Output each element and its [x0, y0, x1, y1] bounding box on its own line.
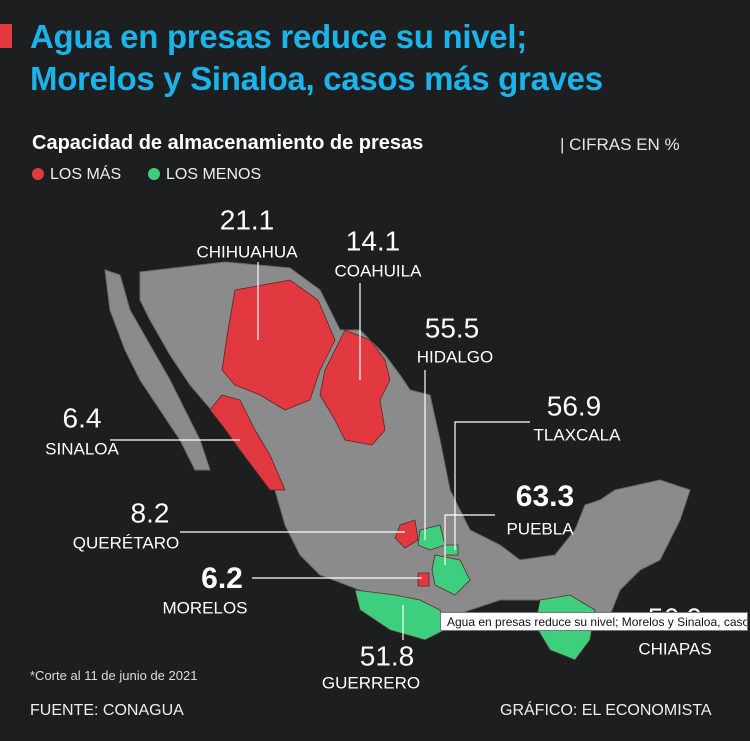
accent-bar	[0, 24, 12, 48]
state-shape	[417, 572, 430, 587]
state-shape	[431, 554, 471, 596]
state-name: CHIAPAS	[638, 639, 711, 658]
legend-dot	[148, 168, 160, 180]
legend-label: LOS MENOS	[166, 166, 262, 183]
state-value: 55.5	[425, 312, 480, 343]
state-name: GUERRERO	[322, 673, 420, 692]
state-name: CHIHUAHUA	[196, 242, 298, 261]
source: FUENTE: CONAGUA	[30, 702, 184, 719]
state-value: 63.3	[516, 480, 574, 513]
credit: GRÁFICO: EL ECONOMISTA	[500, 702, 712, 719]
legend-label: LOS MÁS	[50, 166, 122, 183]
state-name: QUERÉTARO	[73, 533, 179, 552]
footnote: *Corte al 11 de junio de 2021	[30, 668, 198, 683]
state-shape	[394, 519, 419, 549]
subtitle: Capacidad de almacenamiento de presas	[32, 132, 424, 154]
title: Morelos y Sinaloa, casos más graves	[30, 60, 603, 97]
leader-line	[444, 514, 495, 565]
title: Agua en presas reduce su nivel;	[30, 18, 527, 55]
state-value: 21.1	[220, 204, 275, 235]
baja-california	[104, 269, 211, 471]
state-value: 8.2	[131, 497, 170, 528]
legend-item: LOS MENOS	[148, 166, 261, 184]
state-name: HIDALGO	[417, 347, 494, 366]
state-name: TLAXCALA	[534, 425, 622, 444]
state-shape	[444, 544, 459, 556]
state-value: 14.1	[346, 225, 401, 256]
state-shape	[319, 329, 391, 446]
units: | CIFRAS EN %	[560, 135, 680, 154]
state-shape	[209, 394, 286, 491]
state-value: 6.4	[63, 402, 102, 433]
state-name: SINALOA	[45, 439, 119, 458]
state-shape	[221, 279, 336, 411]
state-value: 6.2	[201, 562, 243, 595]
base-map	[104, 261, 691, 631]
legend-item: LOS MÁS	[32, 166, 121, 184]
legend-dot	[32, 168, 44, 180]
state-name: COAHUILA	[335, 261, 423, 280]
state-value: 56.9	[547, 390, 602, 421]
state-value: 51.8	[360, 640, 415, 671]
leader-line	[454, 421, 530, 550]
state-name: PUEBLA	[506, 519, 574, 538]
tooltip: Agua en presas reduce su nivel; Morelos …	[440, 612, 748, 631]
state-name: MORELOS	[162, 598, 247, 617]
